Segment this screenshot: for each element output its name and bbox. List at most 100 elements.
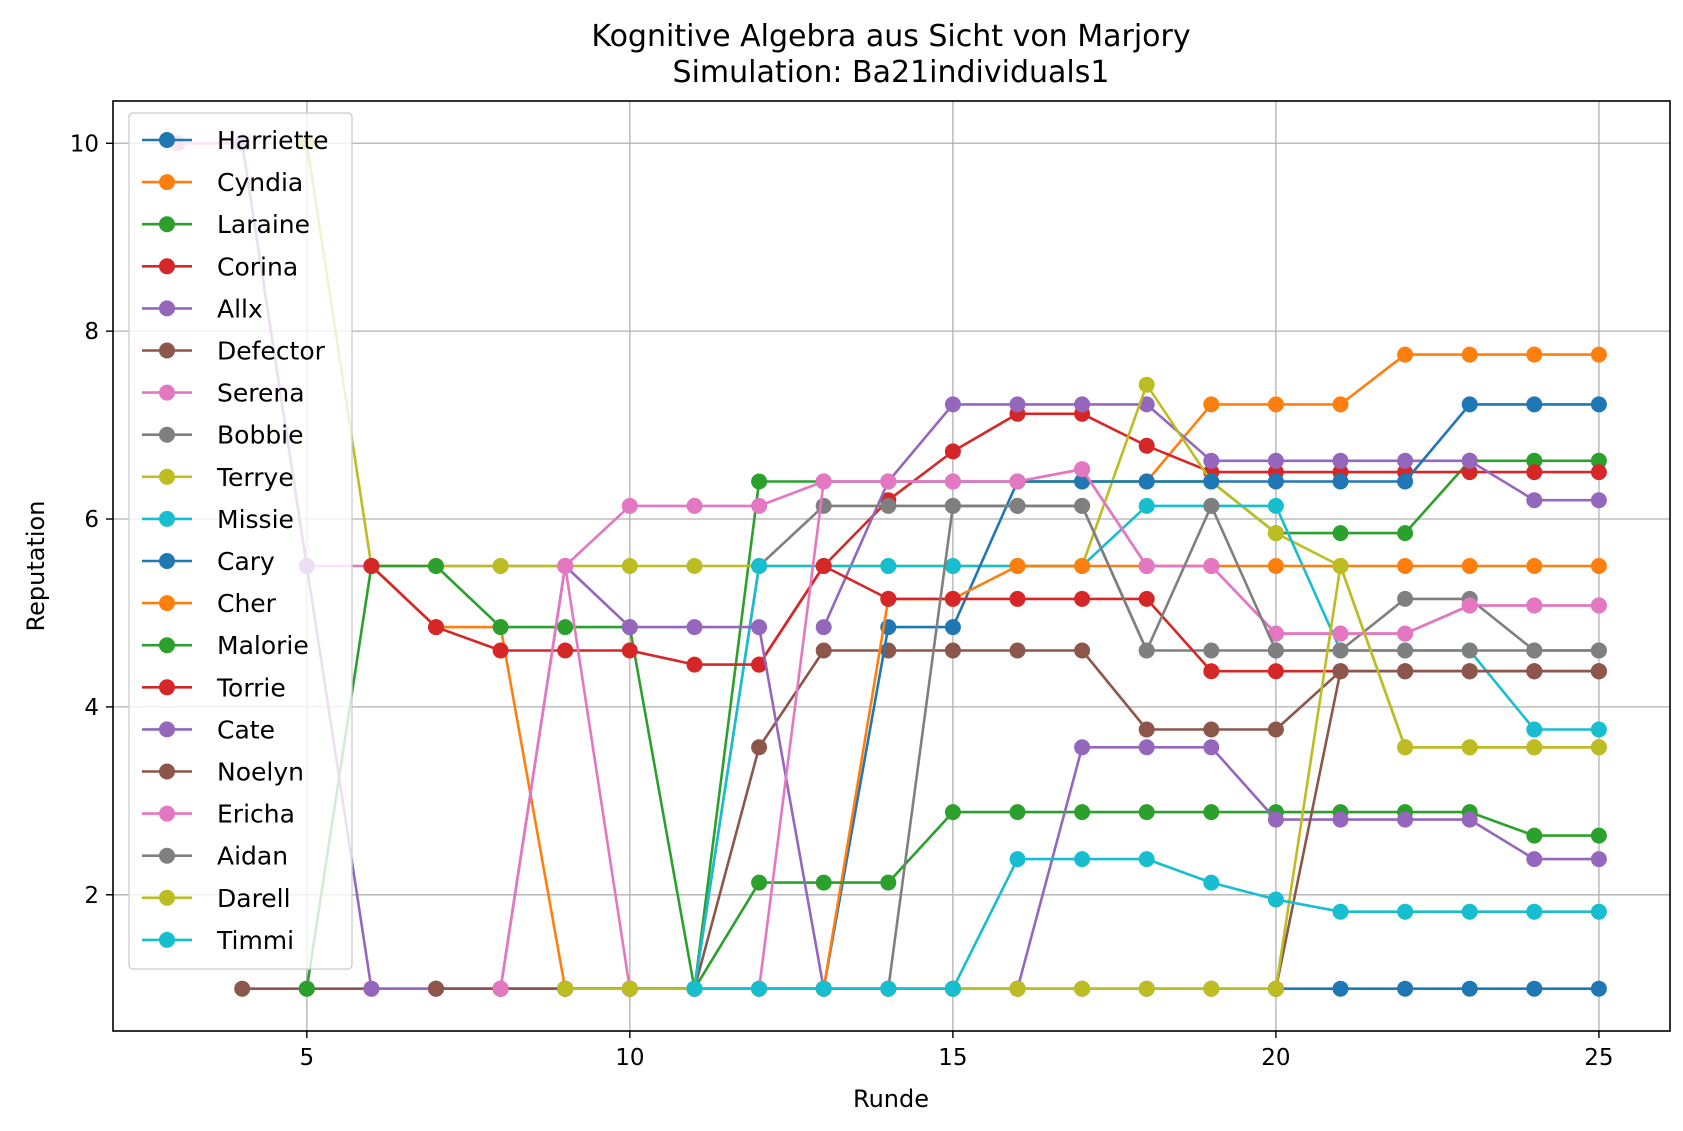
x-tick-label: 25: [1584, 1045, 1613, 1071]
data-point: [1526, 980, 1543, 997]
data-point: [1138, 851, 1155, 868]
data-point: [1203, 396, 1220, 413]
data-point: [1397, 903, 1414, 920]
y-axis-title: Reputation: [22, 501, 50, 632]
legend-label: Torrie: [216, 673, 286, 702]
data-point: [1203, 473, 1220, 490]
data-point: [1526, 721, 1543, 738]
data-point: [1267, 663, 1284, 680]
data-point: [1590, 346, 1607, 363]
data-point: [944, 980, 961, 997]
data-point: [1203, 642, 1220, 659]
data-point: [1397, 452, 1414, 469]
legend-item: Serena: [142, 379, 305, 408]
data-point: [1590, 903, 1607, 920]
data-point: [1526, 903, 1543, 920]
legend-label: Allx: [217, 294, 263, 323]
legend-box: [128, 112, 353, 970]
y-tick-label: 6: [84, 507, 99, 533]
data-point: [1138, 721, 1155, 738]
data-point: [1590, 452, 1607, 469]
data-point: [686, 497, 703, 514]
legend-label: Ericha: [217, 800, 295, 829]
legend-marker: [159, 553, 175, 569]
data-point: [1590, 492, 1607, 509]
data-point: [1332, 811, 1349, 828]
data-point: [1332, 452, 1349, 469]
data-point: [1203, 497, 1220, 514]
data-point: [1267, 721, 1284, 738]
data-point: [1138, 804, 1155, 821]
data-point: [1526, 597, 1543, 614]
legend-item: Corina: [142, 252, 298, 281]
series-darell: [557, 558, 1607, 997]
legend-marker: [159, 174, 175, 191]
data-point: [1461, 663, 1478, 680]
data-point: [1590, 396, 1607, 413]
data-point: [1590, 558, 1607, 574]
data-point: [1590, 597, 1607, 614]
data-point: [1138, 739, 1155, 756]
legend-marker: [159, 510, 175, 527]
plot-area-frame: [112, 100, 1671, 1032]
series-ericha: [492, 461, 1607, 997]
series-allx: [815, 396, 1607, 636]
data-point: [1203, 452, 1220, 469]
data-point: [751, 656, 768, 673]
legend-item: Harriette: [142, 126, 329, 155]
data-point: [1074, 396, 1091, 413]
data-point: [557, 619, 574, 636]
data-point: [1461, 903, 1478, 920]
data-point: [1138, 980, 1155, 997]
legend-item: Laraine: [142, 210, 310, 239]
data-point: [1526, 851, 1543, 868]
x-tick-label: 20: [1261, 1045, 1290, 1071]
data-point: [1267, 558, 1284, 574]
data-point: [1074, 804, 1091, 821]
data-point: [815, 642, 832, 659]
data-point: [1074, 558, 1091, 574]
legend-label: Darell: [217, 884, 291, 913]
data-point: [1203, 721, 1220, 738]
series-line: [758, 412, 1599, 666]
legend-marker: [159, 426, 175, 443]
data-point: [428, 619, 444, 636]
data-point: [1074, 497, 1091, 514]
legend-item: Darell: [142, 884, 291, 913]
data-point: [1590, 721, 1607, 738]
data-point: [1009, 642, 1026, 659]
series-cary: [557, 396, 1607, 997]
series-line: [1145, 353, 1599, 483]
legend-marker: [159, 258, 175, 275]
data-point: [751, 619, 768, 636]
data-point: [1526, 827, 1543, 844]
data-point: [751, 980, 768, 997]
data-point: [751, 497, 768, 514]
data-point: [1590, 464, 1607, 481]
data-point: [944, 443, 961, 460]
data-point: [1397, 346, 1414, 363]
data-point: [234, 980, 251, 997]
data-point: [1461, 452, 1478, 469]
data-point: [1203, 739, 1220, 756]
data-point: [1526, 452, 1543, 469]
legend-item: Cary: [142, 547, 275, 576]
legend-marker: [159, 132, 175, 148]
legend-item: Timmi: [142, 926, 294, 955]
x-tick-label: 15: [938, 1045, 967, 1071]
data-point: [621, 558, 638, 574]
data-point: [1397, 590, 1414, 607]
legend-marker: [159, 889, 175, 906]
legend-item: Ericha: [142, 800, 295, 829]
data-point: [880, 497, 897, 514]
legend-marker: [159, 805, 175, 822]
data-point: [1590, 642, 1607, 659]
data-point: [1267, 452, 1284, 469]
legend-label: Defector: [217, 337, 326, 366]
legend-item: Aidan: [142, 842, 288, 871]
x-axis-title: Runde: [853, 1085, 929, 1113]
data-point: [621, 980, 638, 997]
data-point: [1203, 558, 1220, 574]
y-tick-label: 4: [84, 695, 99, 721]
